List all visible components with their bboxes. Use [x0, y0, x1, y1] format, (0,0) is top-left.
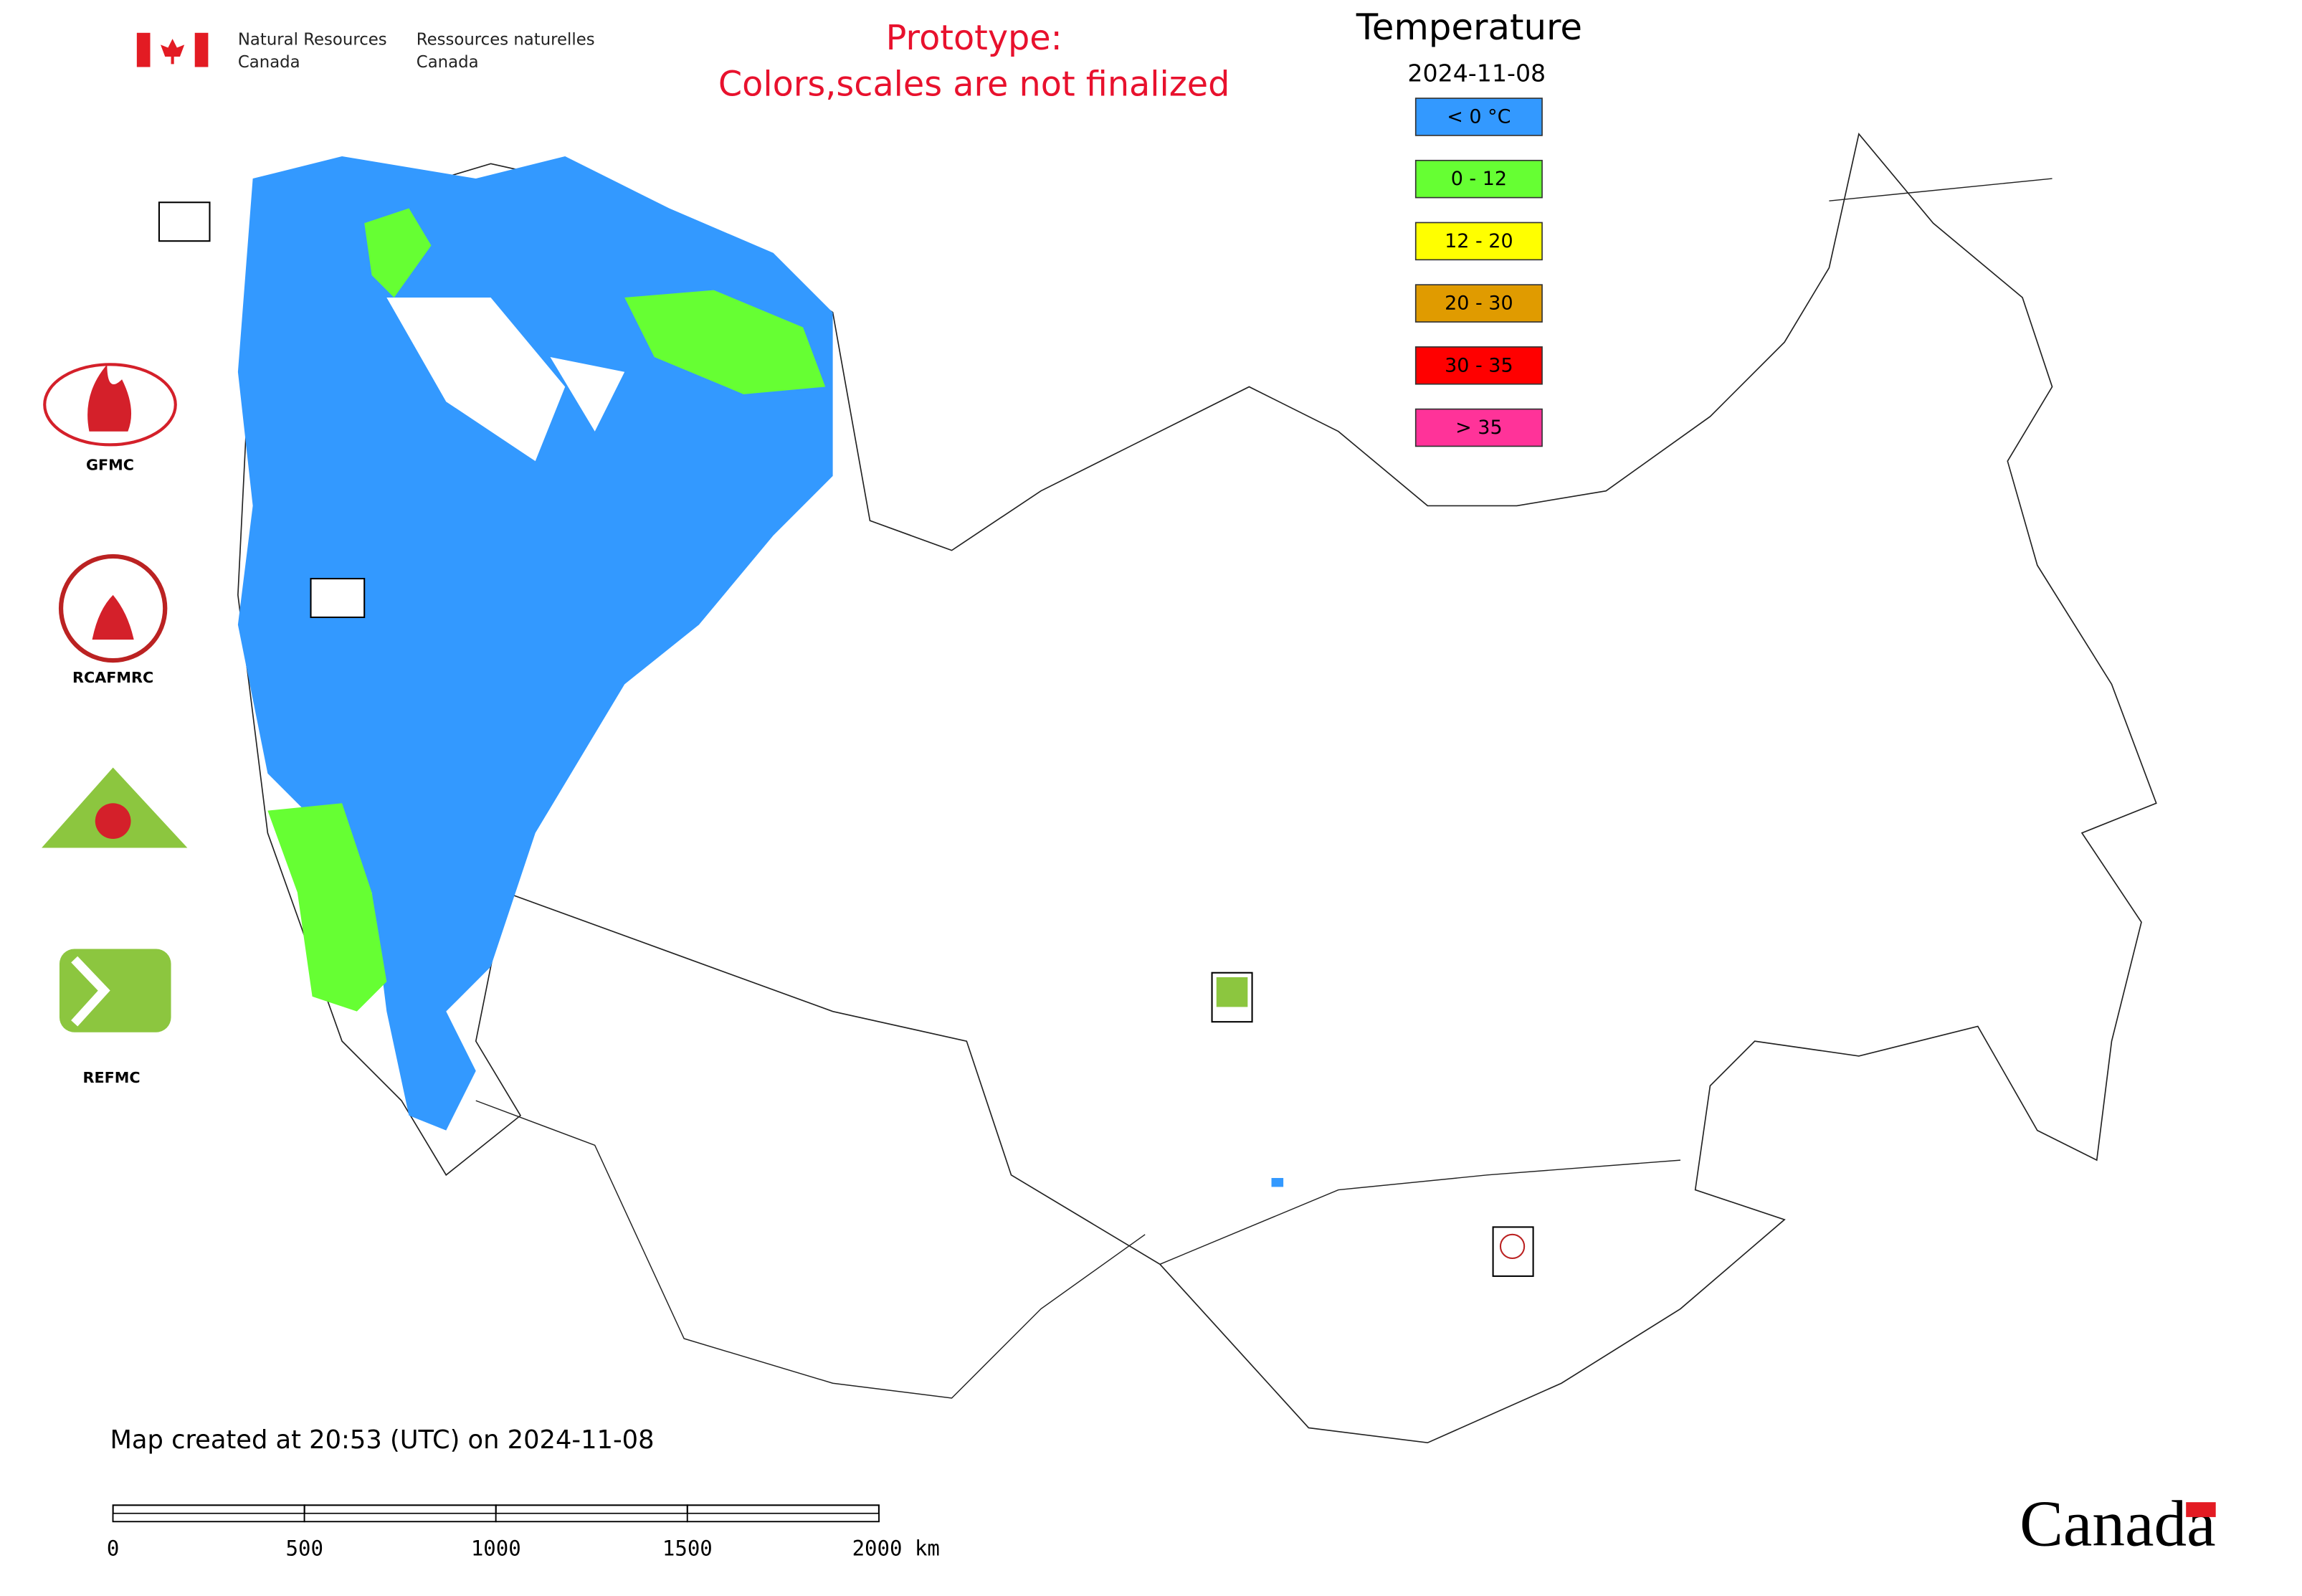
scale-label: 0 [107, 1536, 119, 1561]
logo-label: REFMC [82, 1069, 140, 1086]
scale-label: 2000 km [852, 1536, 940, 1561]
legend-swatch [1414, 159, 1543, 199]
scale-label: 1000 [471, 1536, 521, 1561]
water [386, 298, 625, 462]
wordmark-flag [2186, 1502, 2216, 1517]
agency-fr: Ressources naturelles [417, 31, 595, 49]
legend-label: 30 - 35 [1445, 354, 1513, 376]
scale-segment [495, 1512, 688, 1522]
scale-label: 1500 [662, 1536, 713, 1561]
scale-segment [687, 1512, 880, 1522]
temperature-area-mild [267, 208, 826, 1012]
notice: Prototype: [886, 19, 1062, 58]
logo-label: RCAFMRC [72, 669, 153, 686]
legend-label: 20 - 30 [1445, 293, 1513, 315]
agency-fr: Canada [417, 53, 479, 72]
legend-label: < 0 °C [1447, 106, 1511, 128]
logos: GFMC RCAFMRC REFMC [42, 201, 1534, 1277]
legend-swatch [1414, 222, 1543, 261]
agency-en: Canada [238, 53, 300, 72]
agency-en: Natural Resources [238, 31, 387, 49]
legend-swatch [1414, 284, 1543, 323]
legend-swatch [1414, 408, 1543, 447]
legend-label: > 35 [1455, 417, 1502, 439]
scale-bar: 0 500 1000 1500 2000 km [107, 1504, 940, 1561]
legend-title: Temperature [1356, 6, 1582, 48]
legend: < 0 °C 0 - 12 12 - 20 20 - 30 30 - 35 > 35 [1414, 98, 1543, 447]
nrcan-signature: Natural Resources Canada Ressources natu… [136, 31, 595, 72]
temperature-area [1271, 1177, 1284, 1187]
legend-label: 0 - 12 [1451, 168, 1507, 190]
border [475, 178, 2053, 1399]
scale-label: 500 [285, 1536, 323, 1561]
scale-segment [303, 1512, 497, 1522]
legend-label: 12 - 20 [1445, 230, 1513, 252]
logo-label: GFMC [86, 456, 134, 473]
legend-date: 2024-11-08 [1407, 59, 1546, 87]
scale-segment [112, 1512, 305, 1522]
temperature-area [237, 156, 833, 1131]
canada-wordmark: Canada [2020, 1488, 2216, 1560]
notice: Colors,scales are not finalized [718, 65, 1230, 104]
created-note: Map created at 20:53 (UTC) on 2024-11-08 [110, 1425, 654, 1455]
legend-swatch [1414, 346, 1543, 385]
legend-swatch [1414, 98, 1543, 136]
